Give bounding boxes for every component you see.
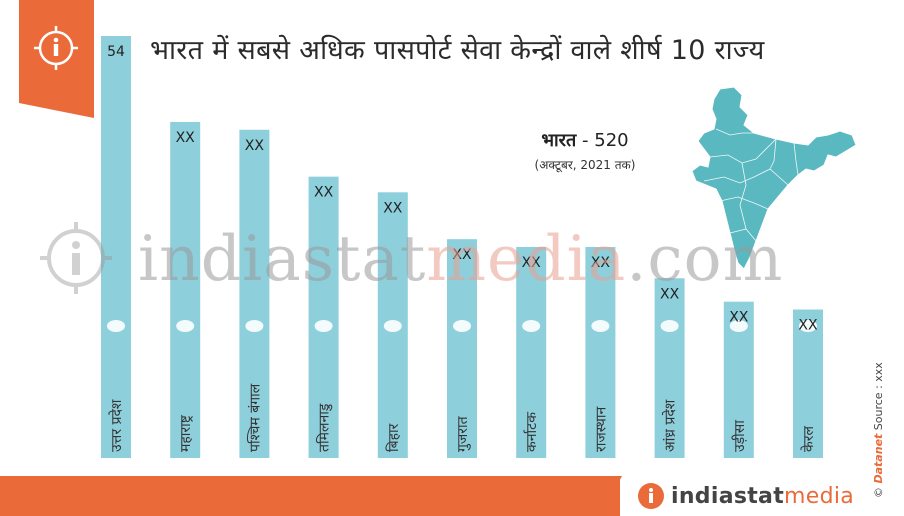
state-shape-icon — [522, 320, 541, 332]
data-label: XX — [176, 130, 196, 146]
source-credit: © Datanet Source : xxx — [872, 358, 885, 498]
state-shape-icon — [176, 320, 195, 332]
data-label: XX — [314, 185, 334, 201]
summary-separator: - — [576, 130, 595, 151]
category-label: आंध्र प्रदेश — [662, 399, 679, 452]
summary-note: (अक्टूबर, 2021 तक) — [534, 158, 636, 172]
source-text: Source : xxx — [872, 362, 885, 431]
bar — [585, 247, 616, 458]
data-label: XX — [660, 286, 680, 302]
data-label: 54 — [107, 44, 125, 60]
india-map — [691, 86, 857, 270]
watermark-part3: .com — [626, 222, 784, 295]
category-label: तमिलनाडु — [316, 403, 333, 452]
bar — [654, 278, 685, 458]
watermark-part2: media — [426, 222, 627, 295]
data-label: XX — [383, 200, 403, 216]
data-label: XX — [245, 138, 265, 154]
category-label: उड़ीसा — [731, 420, 748, 452]
watermark-info-icon — [40, 222, 112, 294]
category-label: राजस्थान — [593, 407, 609, 452]
category-label: उत्तर प्रदेश — [108, 399, 125, 452]
bar — [101, 36, 131, 458]
category-label: महाराष्ट्र — [178, 414, 194, 452]
total-summary: भारत - 520 (अक्टूबर, 2021 तक) — [510, 128, 660, 173]
footer-brand-part1: indiastat — [671, 483, 785, 509]
state-shape-icon — [314, 320, 333, 332]
state-shape-icon — [591, 320, 610, 332]
info-icon — [34, 26, 78, 70]
state-shape-icon — [383, 320, 402, 332]
info-badge — [19, 0, 94, 118]
summary-value: 520 — [594, 130, 629, 151]
state-shape-icon — [107, 320, 125, 332]
data-label: XX — [522, 255, 542, 271]
category-label: पश्चिम बंगाल — [246, 383, 263, 452]
chart-title: भारत में सबसे अधिक पासपोर्ट सेवा केन्द्र… — [150, 35, 765, 66]
state-shape-icon — [729, 320, 748, 332]
bar — [170, 121, 201, 459]
state-shape-icon — [245, 320, 264, 332]
watermark-part1: indiastat — [138, 222, 427, 295]
category-label: कर्नाटक — [523, 412, 540, 452]
footer-bar-end — [600, 476, 622, 516]
footer-bar — [0, 476, 620, 516]
bar — [308, 176, 339, 458]
bar — [239, 129, 270, 458]
state-shape-icon — [453, 320, 471, 332]
bar — [447, 239, 477, 458]
category-label: गुजरात — [455, 415, 471, 452]
data-label: XX — [591, 255, 611, 271]
data-label: XX — [452, 247, 472, 263]
summary-label: भारत — [541, 130, 577, 151]
copyright-symbol: © — [872, 487, 885, 498]
category-label: केरल — [800, 426, 817, 452]
category-label: बिहार — [385, 423, 402, 452]
watermark: indiastatmedia.com — [138, 222, 783, 295]
bar — [793, 309, 823, 458]
bar — [516, 247, 547, 458]
data-label: XX — [729, 310, 749, 326]
footer-brand-part2: media — [784, 483, 855, 509]
state-shape-icon — [660, 320, 679, 332]
footer-logo: indiastatmedia — [637, 480, 854, 512]
state-shape-icon — [799, 320, 817, 332]
info-icon — [638, 483, 664, 509]
datanet-brand: Datanet — [872, 433, 885, 484]
data-label: XX — [798, 318, 818, 334]
